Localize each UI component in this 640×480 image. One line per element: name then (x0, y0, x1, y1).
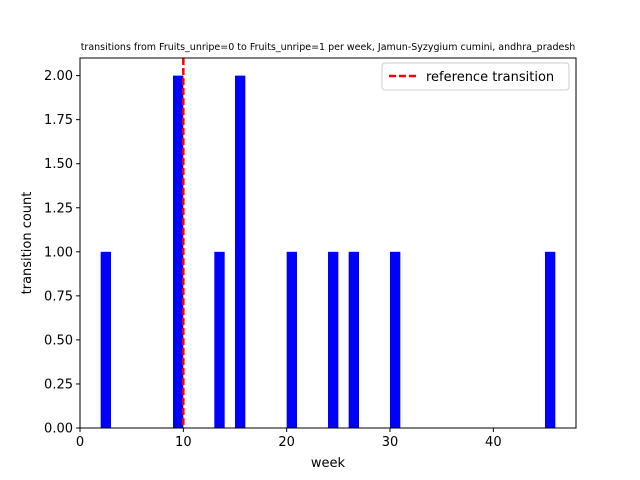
y-tick-label: 0.25 (44, 377, 73, 392)
y-tick-label: 0.50 (44, 333, 73, 348)
bar (390, 251, 401, 428)
bars (100, 75, 556, 428)
x-axis-label: week (311, 456, 346, 471)
bar (348, 251, 359, 428)
y-tick-label: 2.00 (44, 69, 73, 84)
plot-frame (79, 57, 577, 429)
x-tick-label: 20 (278, 435, 295, 450)
y-tick-label: 0.00 (44, 422, 73, 437)
y-tick-label: 0.75 (44, 289, 73, 304)
bar (173, 75, 184, 428)
y-tick-label: 1.25 (44, 201, 73, 216)
bar (328, 251, 339, 428)
y-axis-label: transition count (20, 192, 35, 295)
bar (235, 75, 246, 428)
bar (545, 251, 556, 428)
y-axis-ticks: 0.00 0.25 0.50 0.75 1.00 1.25 1.50 1.75 2.00 (44, 69, 80, 437)
bar (286, 251, 297, 428)
legend-box (381, 62, 570, 91)
bar (100, 251, 111, 428)
x-tick-label: 40 (485, 435, 502, 450)
y-tick-label: 1.75 (44, 113, 73, 128)
x-tick-label: 10 (175, 435, 192, 450)
legend-entry-reference: reference transition (426, 70, 554, 85)
legend: reference transition (381, 62, 570, 91)
x-tick-label: 0 (76, 435, 84, 450)
y-tick-label: 1.50 (44, 157, 73, 172)
x-axis-ticks: 0 10 20 30 40 (76, 428, 502, 450)
y-tick-label: 1.00 (44, 245, 73, 260)
chart-title: transitions from Fruits_unripe=0 to Frui… (81, 42, 576, 53)
x-tick-label: 30 (382, 435, 399, 450)
bar (214, 251, 225, 428)
